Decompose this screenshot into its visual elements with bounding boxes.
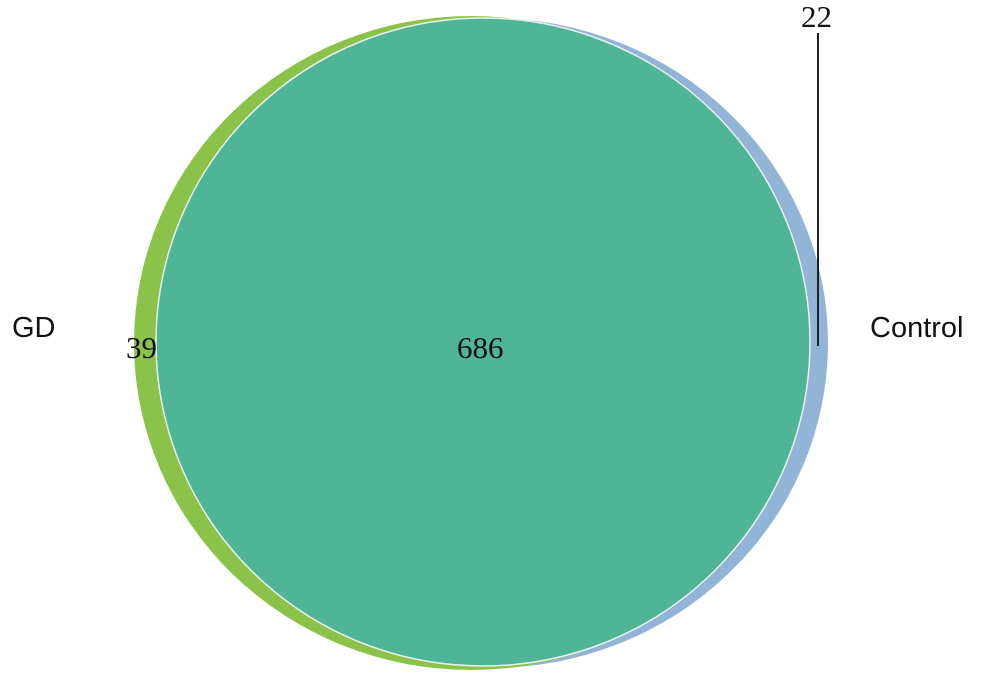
- overlap-count: 686: [457, 330, 504, 365]
- overlap-region: [155, 17, 811, 667]
- gd-set-label: GD: [12, 312, 56, 344]
- gd-only-count: 39: [126, 330, 157, 365]
- control-set-label: Control: [870, 312, 964, 344]
- control-only-count: 22: [801, 0, 832, 34]
